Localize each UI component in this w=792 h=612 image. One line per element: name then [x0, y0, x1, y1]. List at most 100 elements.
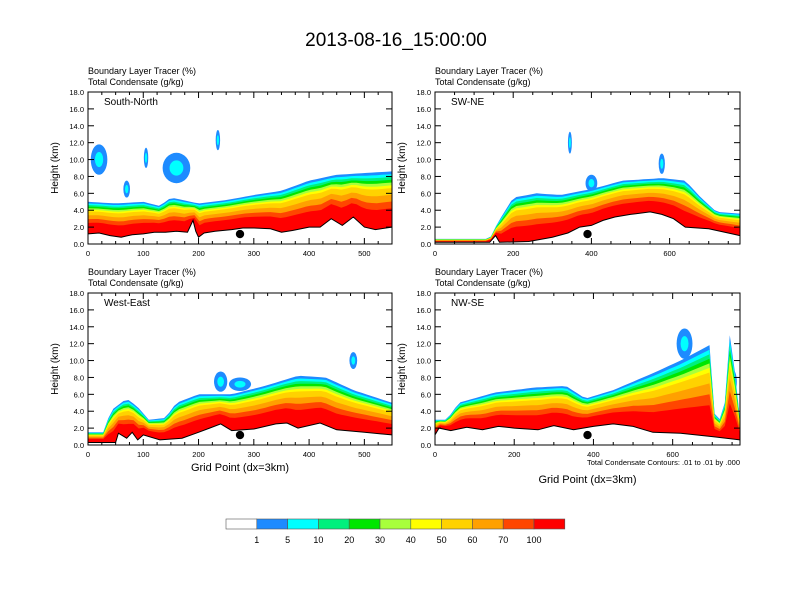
y-tick-label: 2.0 [421, 223, 431, 232]
figure-title: 2013-08-16_15:00:00 [305, 30, 487, 51]
x-tick-label: 0 [433, 249, 437, 258]
y-tick-label: 10.0 [416, 156, 431, 165]
cloud-core [216, 135, 219, 146]
subtitle-tracer: Boundary Layer Tracer (%) [88, 66, 196, 76]
colorbar-label: 70 [498, 535, 508, 545]
y-tick-label: 12.0 [416, 139, 431, 148]
panel-top-right: 0.0 2.0 4.0 6.0 8.0 10.0 12.0 14.0 16.0 18.0 0 200 4… [397, 66, 741, 258]
y-tick-label: 16.0 [416, 306, 431, 315]
x-tick-label: 200 [507, 249, 520, 258]
cloud-core [217, 376, 224, 387]
y-axis-label: Height (km) [397, 142, 408, 194]
colorbar-label: 5 [285, 535, 290, 545]
section-label: SW-NE [451, 97, 484, 108]
subtitle-tracer: Boundary Layer Tracer (%) [435, 267, 543, 277]
section-label: NW-SE [451, 298, 484, 309]
y-tick-label: 14.0 [69, 323, 84, 332]
x-tick-label: 200 [192, 450, 205, 459]
location-marker [235, 229, 245, 239]
location-marker [583, 229, 592, 239]
x-tick-label: 400 [303, 249, 316, 258]
colorbar-label: 1 [254, 535, 259, 545]
y-tick-label: 2.0 [74, 223, 84, 232]
x-tick-label: 600 [663, 249, 676, 258]
location-marker [235, 430, 245, 440]
subtitle-condensate: Total Condensate (g/kg) [88, 278, 184, 288]
y-tick-label: 4.0 [421, 206, 431, 215]
y-tick-label: 2.0 [74, 424, 84, 433]
y-tick-label: 0.0 [74, 441, 84, 450]
x-tick-label: 500 [358, 249, 371, 258]
colorbar-swatch [318, 518, 350, 530]
x-tick-label: 100 [137, 249, 150, 258]
cloud-core [568, 137, 571, 149]
colorbar-label: 100 [526, 535, 541, 545]
colorbar-label: 20 [344, 535, 354, 545]
x-axis-label: Grid Point (dx=3km) [538, 474, 636, 486]
y-tick-label: 16.0 [69, 306, 84, 315]
colorbar-label: 60 [467, 535, 477, 545]
y-tick-label: 2.0 [421, 424, 431, 433]
y-tick-label: 8.0 [74, 373, 84, 382]
x-tick-label: 0 [86, 450, 90, 459]
x-tick-label: 200 [192, 249, 205, 258]
cloud-core [588, 178, 595, 188]
colorbar-swatch [256, 518, 288, 530]
y-tick-label: 8.0 [74, 172, 84, 181]
y-tick-label: 12.0 [69, 139, 84, 148]
location-marker [583, 430, 592, 440]
y-tick-label: 14.0 [416, 122, 431, 131]
y-tick-label: 8.0 [421, 172, 431, 181]
y-tick-label: 8.0 [421, 373, 431, 382]
y-tick-label: 4.0 [421, 407, 431, 416]
terrain-line [435, 211, 740, 243]
y-tick-label: 6.0 [74, 390, 84, 399]
y-tick-label: 6.0 [421, 390, 431, 399]
y-tick-label: 18.0 [416, 289, 431, 298]
y-axis-label: Height (km) [397, 343, 408, 395]
y-tick-label: 0.0 [421, 240, 431, 249]
colorbar-swatch [441, 518, 473, 530]
colorbar-swatch [225, 518, 258, 530]
terrain-fill [435, 211, 740, 244]
subtitle-condensate: Total Condensate (g/kg) [435, 77, 531, 87]
y-tick-label: 14.0 [416, 323, 431, 332]
cloud-core [234, 380, 246, 388]
panel-top-left: 0.0 2.0 4.0 6.0 8.0 10.0 12.0 14.0 16.0 18.0 0 100 2… [50, 66, 393, 258]
x-tick-label: 600 [666, 450, 679, 459]
y-tick-label: 6.0 [74, 189, 84, 198]
terrain-line [88, 216, 392, 238]
cloud-core [351, 356, 356, 365]
y-tick-label: 16.0 [69, 105, 84, 114]
colorbar-label: 40 [406, 535, 416, 545]
subtitle-condensate: Total Condensate (g/kg) [435, 278, 531, 288]
colorbar-label: 50 [437, 535, 447, 545]
x-axis-label: Grid Point (dx=3km) [191, 462, 289, 474]
subtitle-tracer: Boundary Layer Tracer (%) [435, 66, 543, 76]
terrain-line [435, 423, 740, 441]
x-tick-label: 200 [508, 450, 521, 459]
y-tick-label: 18.0 [69, 289, 84, 298]
subtitle-condensate: Total Condensate (g/kg) [88, 77, 184, 87]
y-tick-label: 0.0 [74, 240, 84, 249]
y-tick-label: 16.0 [416, 105, 431, 114]
y-axis-label: Height (km) [50, 343, 61, 395]
colorbar-swatch [533, 518, 566, 530]
cloud-core [680, 336, 689, 352]
colorbar-swatch [348, 518, 381, 530]
y-tick-label: 10.0 [69, 156, 84, 165]
x-tick-label: 400 [587, 450, 600, 459]
y-tick-label: 4.0 [74, 407, 84, 416]
subtitle-tracer: Boundary Layer Tracer (%) [88, 267, 196, 277]
plot-frame [434, 91, 741, 245]
x-tick-label: 500 [358, 450, 371, 459]
plot-frame [434, 292, 741, 446]
panel-bottom-right: 0.0 2.0 4.0 6.0 8.0 10.0 12.0 14.0 16.0 18.0 0 200 4… [397, 267, 741, 486]
y-tick-label: 14.0 [69, 122, 84, 131]
x-tick-label: 400 [303, 450, 316, 459]
plot-area [435, 328, 740, 445]
x-tick-label: 0 [86, 249, 90, 258]
section-label: South-North [104, 97, 158, 108]
cloud-core [169, 160, 184, 176]
